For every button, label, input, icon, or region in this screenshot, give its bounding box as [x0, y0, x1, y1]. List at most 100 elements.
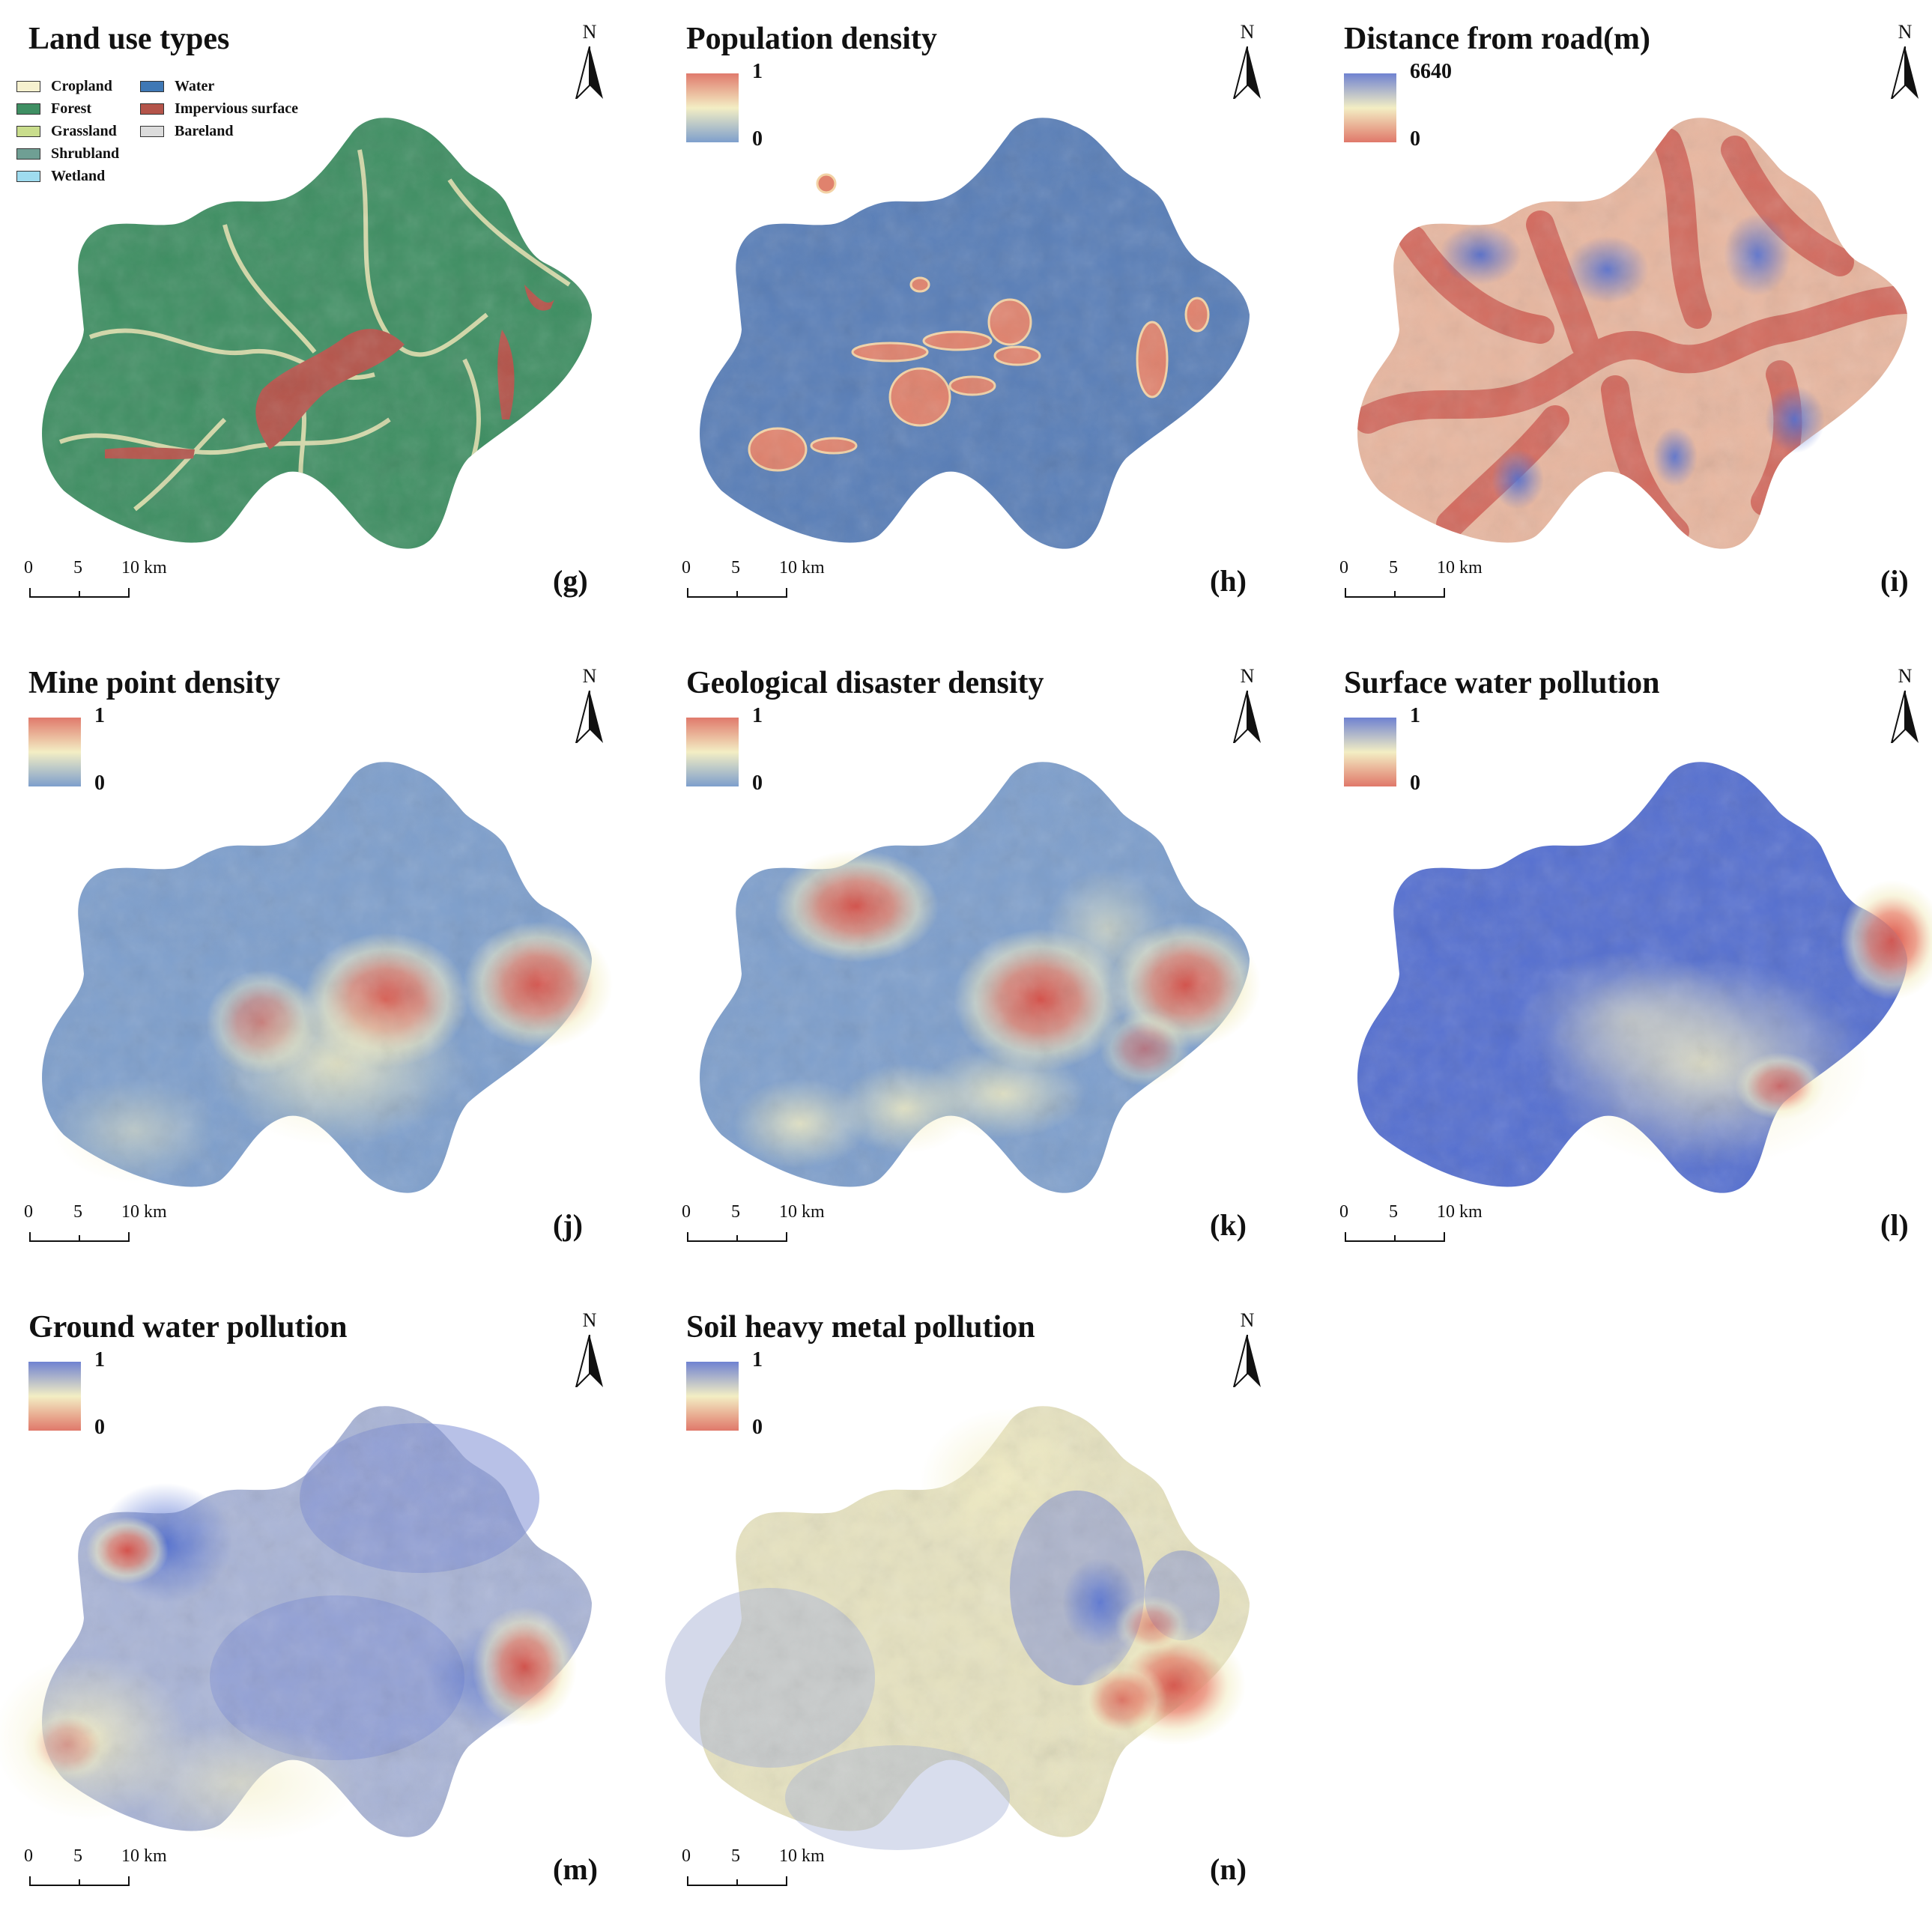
map-l	[1357, 762, 1932, 1193]
legend-label: Impervious surface	[175, 100, 298, 117]
legend-item: Cropland	[16, 77, 112, 95]
hillshade-texture	[700, 762, 1250, 1193]
color-ramp-legend	[686, 718, 739, 786]
north-label: N	[1240, 21, 1255, 43]
panel-letter: (l)	[1880, 1208, 1909, 1242]
scale-bar-graphic	[687, 1232, 787, 1242]
scale-label-0: 0	[1339, 1202, 1348, 1222]
ramp-min-label: 0	[752, 127, 763, 151]
map-title: Surface water pollution	[1344, 666, 1660, 700]
scale-bar-graphic	[1345, 1232, 1445, 1242]
ramp-min-label: 0	[94, 1416, 105, 1439]
ramp-max-label: 1	[752, 60, 763, 83]
north-arrow-icon: N	[1886, 21, 1924, 103]
legend-swatch	[16, 80, 40, 92]
panel-letter: (g)	[553, 564, 588, 598]
scale-label-10: 10 km	[121, 558, 167, 578]
map-title: Land use types	[28, 22, 230, 56]
map-m	[0, 1406, 593, 1843]
legend-item: Wetland	[16, 167, 105, 185]
north-label: N	[582, 665, 597, 687]
north-arrow-icon: N	[571, 21, 608, 103]
scale-label-0: 0	[682, 558, 691, 578]
ramp-min-label: 0	[94, 771, 105, 795]
panel-letter: (n)	[1210, 1852, 1247, 1886]
scale-bar-graphic	[687, 1876, 787, 1886]
scale-label-5: 5	[731, 558, 740, 578]
panel-letter: (k)	[1210, 1208, 1247, 1242]
legend-label: Grassland	[51, 122, 117, 139]
color-ramp-legend	[686, 1362, 739, 1431]
hillshade-texture	[700, 118, 1250, 549]
hillshade-texture	[42, 1406, 593, 1837]
north-label: N	[1898, 21, 1913, 43]
ramp-max-label: 1	[752, 1348, 763, 1371]
legend-item: Shrubland	[16, 145, 119, 163]
map-panel-n: Soil heavy metal pollution N 1 0 0 5 10 km…	[658, 1288, 1302, 1925]
panel-letter: (h)	[1210, 564, 1247, 598]
panel-letter: (i)	[1880, 564, 1909, 598]
scale-bar: 0 5 10 km	[1339, 558, 1509, 603]
scale-bar-graphic	[1345, 588, 1445, 598]
ramp-max-label: 1	[94, 704, 105, 727]
color-ramp-legend	[1344, 718, 1396, 786]
scale-bar-graphic	[29, 1232, 130, 1242]
hillshade-texture	[1357, 762, 1908, 1193]
ramp-min-label: 0	[1410, 771, 1420, 795]
ramp-min-label: 0	[1410, 127, 1420, 151]
scale-label-0: 0	[24, 1202, 33, 1222]
map-n	[665, 1406, 1250, 1850]
legend-item: Forest	[16, 100, 91, 118]
legend-label: Cropland	[51, 77, 112, 94]
legend-swatch	[16, 125, 40, 137]
map-h	[700, 118, 1250, 549]
color-ramp-legend	[686, 73, 739, 142]
scale-bar: 0 5 10 km	[682, 1846, 851, 1891]
scale-label-0: 0	[682, 1846, 691, 1866]
legend-swatch	[16, 103, 40, 115]
scale-label-10: 10 km	[121, 1202, 167, 1222]
ramp-max-label: 1	[94, 1348, 105, 1371]
north-arrow-icon: N	[571, 665, 608, 748]
north-label: N	[1240, 1309, 1255, 1331]
map-panel-k: Geological disaster density N 1 0 0 5 10 k…	[658, 644, 1302, 1281]
map-panel-g: Land use types N Cropland Forest Grassland S…	[0, 0, 644, 637]
map-j	[42, 762, 613, 1193]
scale-label-5: 5	[1389, 558, 1398, 578]
legend-swatch	[140, 103, 164, 115]
ramp-min-label: 0	[752, 1416, 763, 1439]
map-panel-j: Mine point density N 1 0 0 5 10 km (j)	[0, 644, 644, 1281]
scale-label-10: 10 km	[779, 558, 825, 578]
legend-label: Shrubland	[51, 145, 120, 162]
scale-bar: 0 5 10 km	[1339, 1202, 1509, 1247]
scale-bar-graphic	[687, 588, 787, 598]
north-arrow-icon: N	[1229, 21, 1266, 103]
scale-bar-graphic	[29, 1876, 130, 1886]
scale-label-5: 5	[73, 1202, 82, 1222]
scale-bar: 0 5 10 km	[24, 1846, 193, 1891]
scale-label-0: 0	[24, 1846, 33, 1866]
map-title: Distance from road(m)	[1344, 22, 1651, 56]
scale-label-0: 0	[1339, 558, 1348, 578]
north-label: N	[582, 1309, 597, 1331]
north-label: N	[1240, 665, 1255, 687]
scale-bar: 0 5 10 km	[24, 1202, 193, 1247]
map-g	[42, 118, 593, 549]
color-ramp-legend	[28, 718, 81, 786]
legend-swatch	[140, 80, 164, 92]
map-k	[700, 762, 1261, 1193]
scale-label-0: 0	[682, 1202, 691, 1222]
legend-label: Wetland	[51, 167, 106, 184]
north-label: N	[1898, 665, 1913, 687]
map-title: Geological disaster density	[686, 666, 1044, 700]
legend-label: Bareland	[175, 122, 234, 139]
legend-swatch	[16, 170, 40, 182]
north-arrow-icon: N	[1886, 665, 1924, 748]
map-title: Ground water pollution	[28, 1310, 348, 1345]
map-title: Population density	[686, 22, 937, 56]
map-panel-i: Distance from road(m) N 6640 0 0 5 10 km (…	[1315, 0, 1932, 637]
legend-swatch	[140, 125, 164, 137]
legend-swatch	[16, 148, 40, 160]
scale-bar-graphic	[29, 588, 130, 598]
legend-label: Water	[175, 77, 215, 94]
